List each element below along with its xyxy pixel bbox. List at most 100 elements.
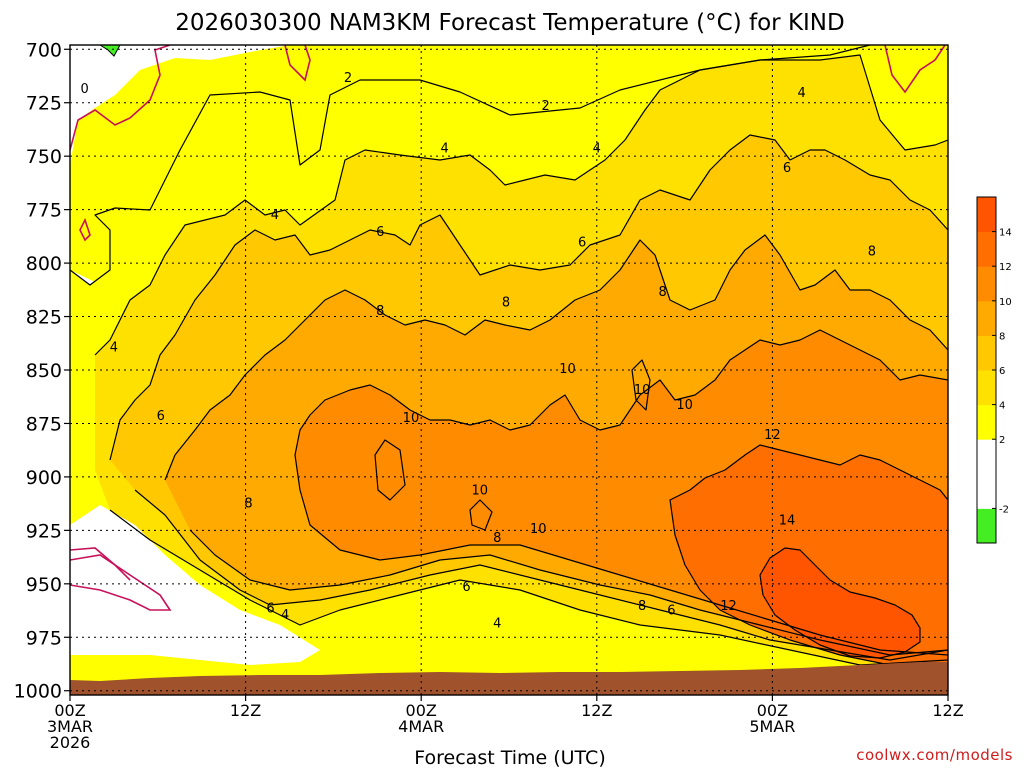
contour-label-32: 14 <box>779 514 796 529</box>
y-axis: 700 725 750 775 800 825 850 875 900 925 950 975 1000 <box>14 39 70 703</box>
contour-4c <box>94 54 948 356</box>
colorbar-segment-3 <box>977 404 996 440</box>
credit-link[interactable]: coolwx.com/models <box>856 746 1013 764</box>
x-tick-label-2-0: 00Z <box>406 701 437 720</box>
y-tick-label-825: 825 <box>26 307 62 329</box>
freezing-contours <box>70 45 946 611</box>
x-axis-label: Forecast Time (UTC) <box>414 747 605 768</box>
contour-label-22: 8 <box>493 531 501 546</box>
contour-12c <box>669 444 948 666</box>
contour-label-12: 6 <box>578 236 586 251</box>
contour-6c-lower <box>134 489 948 661</box>
y-tick-label-1000: 1000 <box>14 681 62 703</box>
contour-label-20: 8 <box>376 304 384 319</box>
contour-8c <box>164 234 948 481</box>
contour-label-28: 10 <box>471 484 488 499</box>
colorbar-label-5: 10 <box>999 297 1012 308</box>
x-tick-label-0-1: 3MAR <box>47 717 93 736</box>
colorbar-segment-4 <box>977 370 996 406</box>
colorbar: -2 2 4 6 8 10 12 14 <box>976 196 1012 544</box>
y-tick-label-800: 800 <box>26 253 62 275</box>
colorbar-label-1: 2 <box>999 435 1005 446</box>
y-tick-label-875: 875 <box>26 413 62 435</box>
contour-lines <box>70 45 948 666</box>
colorbar-label-0: -2 <box>999 504 1009 515</box>
contour-4c-lower <box>109 509 948 666</box>
contour-label-31: 12 <box>720 599 737 614</box>
contour-label-24: 10 <box>559 362 576 377</box>
y-tick-label-950: 950 <box>26 574 62 596</box>
colorbar-segment-6 <box>977 300 996 336</box>
contour-label-27: 10 <box>403 411 420 426</box>
contour-label-15: 6 <box>462 580 470 595</box>
contour-label-11: 6 <box>376 225 384 240</box>
colorbar-segment-0 <box>977 508 996 544</box>
y-tick-label-900: 900 <box>26 467 62 489</box>
contour-label-7: 4 <box>110 340 118 355</box>
colorbar-label-2: 4 <box>999 401 1005 412</box>
pocket-white-lower-left <box>70 505 320 665</box>
contour-label-6: 4 <box>271 208 279 223</box>
contour-10c-island-a <box>374 439 406 501</box>
contour-label-18: 8 <box>659 285 667 300</box>
contour-0c-upper-right <box>884 45 946 94</box>
y-tick-label-775: 775 <box>26 200 62 222</box>
contour-2c <box>70 45 871 286</box>
y-tick-label-925: 925 <box>26 520 62 542</box>
contour-label-25: 10 <box>634 383 651 398</box>
colorbar-segment-5 <box>977 335 996 371</box>
colorbar-segment-7 <box>977 266 996 302</box>
contour-10c <box>294 329 948 491</box>
y-tick-label-700: 700 <box>26 39 62 61</box>
y-tick-label-850: 850 <box>26 360 62 382</box>
contour-14c <box>759 547 921 659</box>
contour-label-29: 10 <box>530 522 547 537</box>
x-tick-label-5-0: 12Z <box>932 701 963 720</box>
y-tick-label-975: 975 <box>26 627 62 649</box>
fill-above-14c <box>760 548 920 658</box>
x-tick-label-1-0: 12Z <box>230 701 261 720</box>
x-tick-label-3-0: 12Z <box>581 701 612 720</box>
contour-8c-lower <box>189 529 948 656</box>
x-tick-label-2-1: 4MAR <box>398 717 444 736</box>
y-tick-label-750: 750 <box>26 146 62 168</box>
contour-label-19: 8 <box>502 296 510 311</box>
colorbar-segment-2 <box>977 439 996 475</box>
contour-label-9: 4 <box>493 616 501 631</box>
colorbar-label-7: 14 <box>999 228 1012 239</box>
contour-6c <box>109 134 948 461</box>
contour-0c-upper-left <box>70 45 171 151</box>
contour-label-16: 6 <box>667 603 675 618</box>
x-tick-label-0-2: 2026 <box>50 733 91 752</box>
contour-label-23: 8 <box>638 599 646 614</box>
contour-0c-top-pocket <box>284 45 311 82</box>
contour-label-26: 10 <box>676 398 693 413</box>
x-tick-label-0-0: 00Z <box>54 701 85 720</box>
colorbar-label-6: 12 <box>999 262 1012 273</box>
below-ground-region <box>70 662 948 695</box>
contour-0c-lower-left-b <box>70 547 131 581</box>
contour-10c-lower <box>299 489 948 656</box>
contour-10c-island-c <box>631 359 651 411</box>
grid-lines <box>70 45 948 695</box>
contour-label-17: 8 <box>868 244 876 259</box>
contour-label-21: 8 <box>244 497 252 512</box>
colorbar-label-3: 6 <box>999 366 1005 377</box>
chart-title: 2026030300 NAM3KM Forecast Temperature (… <box>175 10 844 36</box>
contour-label-1: 2 <box>344 71 352 86</box>
contour-label-30: 12 <box>764 428 781 443</box>
contour-label-10: 6 <box>783 161 791 176</box>
colorbar-label-4: 8 <box>999 331 1005 342</box>
contour-label-5: 4 <box>798 86 806 101</box>
contour-label-14: 6 <box>266 601 274 616</box>
pocket-green-below-minus2 <box>99 45 121 57</box>
x-tick-label-4-0: 00Z <box>757 701 788 720</box>
contour-label-13: 6 <box>157 409 165 424</box>
colorbar-segment-8 <box>977 231 996 267</box>
x-tick-label-4-1: 5MAR <box>749 717 795 736</box>
contour-label-0: 0 <box>80 82 88 97</box>
